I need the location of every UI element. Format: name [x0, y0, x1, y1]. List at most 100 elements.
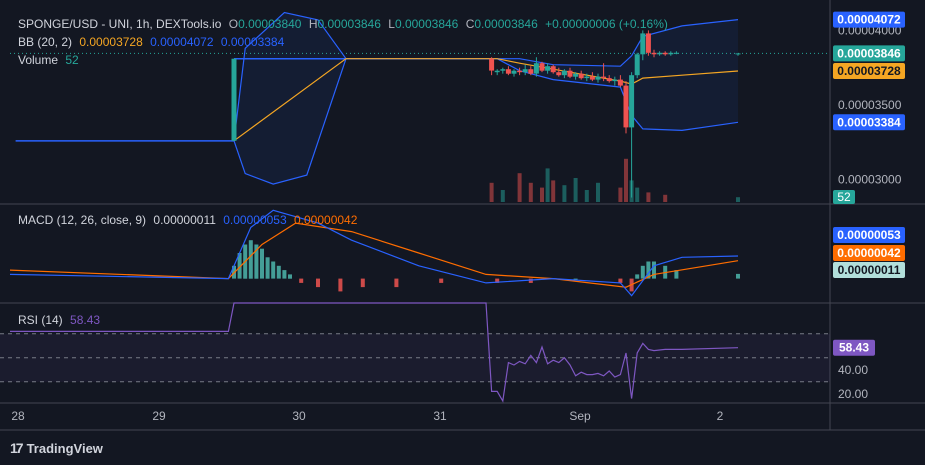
macd-legend[interactable]: MACD (12, 26, close, 9) 0.00000011 0.000…: [18, 213, 361, 227]
candle-body: [528, 69, 534, 74]
tradingview-mark-icon: 17: [10, 440, 24, 456]
volume-bar: [562, 185, 567, 202]
candle-body: [601, 76, 607, 79]
rsi-tick-label: 40.00: [838, 363, 868, 377]
rsi-badge-text: 58.43: [839, 341, 869, 355]
rsi-legend[interactable]: RSI (14) 58.43: [18, 313, 104, 327]
macd-histogram-bar: [282, 270, 287, 279]
macd-histogram-bar: [260, 248, 264, 279]
candle-body: [511, 70, 517, 74]
close-value: 0.00003846: [474, 17, 538, 31]
candle-body: [640, 33, 646, 55]
price-badge-bg: [833, 114, 905, 131]
volume-bar: [528, 182, 533, 202]
candle-body: [629, 75, 635, 128]
volume-bar: [573, 178, 578, 202]
macd-badge-bg: [833, 262, 905, 278]
volume-bar: [551, 180, 556, 202]
bb-label: BB (20, 2): [18, 35, 73, 49]
macd-histogram-bar: [299, 278, 304, 283]
macd-hist-value: 0.00000011: [153, 213, 216, 227]
price-badge-bg: [833, 45, 905, 62]
macd-signal-value: 0.00000042: [294, 213, 358, 227]
price-tick-label: 0.00003500: [838, 98, 902, 112]
volume-bar: [663, 194, 668, 202]
time-label: Sep: [569, 409, 591, 423]
rsi-value: 58.43: [70, 313, 101, 327]
candle-body: [533, 63, 539, 74]
open-value: 0.00003840: [238, 17, 302, 31]
price-badge: 0.00003728: [833, 63, 905, 79]
macd-badge: 0.00000053: [833, 227, 905, 243]
candle-body: [673, 52, 679, 54]
price-badge-text: 0.00003728: [837, 64, 901, 78]
bb-legend[interactable]: BB (20, 2) 0.00003728 0.00004072 0.00003…: [18, 35, 288, 49]
symbol-title[interactable]: SPONGE/USD - UNI, 1h, DEXTools.io: [18, 17, 222, 31]
volume-bar: [635, 187, 640, 202]
candle-body: [584, 76, 590, 79]
macd-histogram-bar: [271, 261, 276, 279]
candle-body: [612, 79, 618, 82]
price-badge-text: 0.00003846: [837, 46, 901, 60]
close-label: C: [465, 17, 475, 31]
tradingview-brand: TradingView: [26, 440, 103, 456]
macd-histogram-bar: [495, 278, 500, 283]
volume-bar: [545, 168, 550, 202]
macd-histogram-bar: [237, 253, 242, 279]
macd-badge: 0.00000042: [833, 245, 905, 261]
macd-label: MACD (12, 26, close, 9): [18, 213, 147, 227]
candle-body: [645, 33, 651, 53]
volume-legend[interactable]: Volume 52: [18, 53, 83, 67]
price-badge-bg: [833, 63, 905, 79]
candle-body: [489, 58, 495, 71]
macd-histogram-bar: [674, 270, 679, 279]
rsi-badge-bg: [833, 339, 875, 356]
macd-histogram-bar: [528, 278, 533, 283]
volume-bar: [500, 190, 505, 202]
candle-body: [578, 73, 584, 79]
macd-histogram-bar: [288, 274, 292, 279]
macd-histogram-bar: [316, 278, 320, 288]
candle-body: [589, 76, 595, 80]
volume-label: Volume: [18, 53, 59, 67]
candle-body: [556, 72, 562, 76]
price-legend: SPONGE/USD - UNI, 1h, DEXTools.io O0.000…: [18, 17, 672, 31]
bb-basis-value: 0.00003728: [79, 35, 143, 49]
candle-body: [657, 52, 663, 55]
candle-body: [623, 85, 629, 128]
macd-histogram-bar: [254, 244, 259, 279]
rsi-line: [10, 302, 739, 403]
candle-body: [517, 70, 523, 73]
volume-bar: [736, 197, 740, 202]
candle-body: [606, 78, 612, 82]
price-badge-text: 0.00003384: [837, 115, 901, 129]
volume-bar: [517, 173, 522, 202]
volume-bar: [624, 158, 628, 202]
rsi-badge: 58.43: [833, 339, 875, 356]
candle-body: [500, 69, 506, 71]
volume-value: 52: [65, 53, 79, 67]
volume-bar: [540, 187, 544, 202]
macd-histogram-bar: [265, 257, 270, 279]
high-label: H: [308, 17, 318, 31]
macd-histogram-bar: [635, 274, 640, 279]
macd-badge-text: 0.00000053: [837, 228, 901, 242]
open-label: O: [228, 17, 239, 31]
volume-bar: [584, 190, 589, 202]
low-label: L: [388, 17, 395, 31]
macd-badge-text: 0.00000042: [837, 246, 901, 260]
tradingview-logo[interactable]: 17 TradingView: [10, 440, 103, 456]
candle-body: [545, 66, 551, 71]
bb-upper-value: 0.00004072: [150, 35, 214, 49]
bb-band-fill: [234, 12, 738, 185]
macd-histogram-bar: [248, 240, 253, 279]
candle-body: [735, 53, 741, 55]
candle-body: [651, 52, 657, 55]
candle-body: [573, 73, 579, 77]
volume-bar: [489, 182, 494, 202]
candle-body: [634, 54, 640, 76]
volume-bar: [646, 192, 651, 202]
candle-body: [662, 52, 668, 55]
macd-line: [9, 209, 739, 297]
